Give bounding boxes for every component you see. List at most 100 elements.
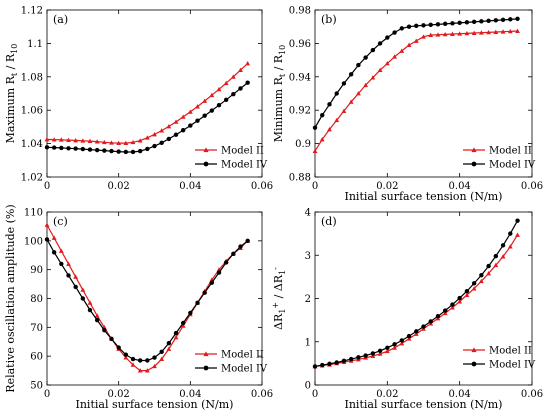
data-point [59, 145, 64, 151]
y-tick-label: 80 [30, 294, 43, 305]
data-point [152, 363, 157, 369]
series-model-iv [44, 237, 250, 363]
data-point [238, 67, 243, 73]
label-part: Relative oscillation amplitude (%) [4, 204, 17, 392]
data-point [94, 313, 100, 318]
label-part: 1 [278, 270, 287, 275]
data-point [406, 42, 412, 47]
data-point [464, 30, 470, 36]
data-point [493, 262, 499, 268]
data-point [231, 251, 236, 257]
data-point [137, 148, 143, 154]
data-point [159, 349, 164, 355]
data-point [414, 329, 419, 334]
x-axis-label: Initial surface tension (N/m) [345, 398, 503, 411]
data-point [87, 138, 93, 144]
data-point [363, 55, 368, 60]
x-tick-label: 0.06 [521, 389, 543, 400]
data-point [44, 137, 50, 142]
y-tick-label: 1.02 [21, 173, 43, 184]
y-tick-label: 4 [305, 208, 311, 219]
x-tick-label: 0.04 [449, 181, 471, 192]
data-point [44, 222, 50, 227]
data-point [123, 149, 129, 155]
data-point [209, 92, 215, 98]
panel-1: 0 0.02 0.04 0.06 1.02 1.04 1.06 1.08 1.1 1.12 (a) M… [4, 6, 273, 193]
label-part: t [10, 72, 19, 76]
data-point [508, 17, 513, 22]
data-point [109, 140, 114, 145]
data-point [442, 31, 448, 37]
data-point [515, 232, 520, 237]
data-point [73, 138, 79, 143]
data-point [493, 253, 499, 259]
data-point [130, 139, 136, 145]
data-point [94, 139, 100, 144]
y-tick-label: 110 [24, 208, 43, 219]
series-model-iv [44, 80, 250, 155]
data-point [406, 24, 412, 29]
data-point [66, 273, 71, 278]
x-tick-label: 0 [312, 389, 318, 400]
label-part: / R [272, 54, 285, 74]
data-point [144, 135, 150, 140]
panel-letter: (b) [321, 13, 337, 26]
data-point [145, 146, 150, 152]
data-point [188, 123, 193, 128]
y-tick-label: 0.92 [289, 106, 311, 117]
data-point [457, 299, 463, 304]
data-point [58, 137, 64, 142]
label-part: / R [4, 53, 17, 73]
series-model-ii [312, 232, 520, 369]
data-point [51, 250, 57, 255]
data-point [87, 147, 93, 152]
data-point [319, 137, 325, 142]
data-point [66, 261, 71, 266]
series-line [46, 62, 249, 144]
data-point [231, 91, 236, 97]
y-tick-label: 0.9 [295, 139, 311, 150]
data-point [159, 140, 164, 145]
data-point [187, 109, 193, 114]
data-point [370, 47, 376, 53]
data-point [500, 243, 506, 248]
data-point [348, 72, 354, 77]
data-point [406, 333, 412, 339]
legend-label: Model IV [489, 160, 536, 171]
label-part: Maximum R [4, 75, 17, 143]
y-tick-label: 0 [305, 381, 311, 392]
data-point [159, 128, 165, 133]
legend-marker [203, 365, 209, 371]
data-point [123, 352, 129, 357]
data-point [377, 67, 383, 73]
y-tick-label: 1.1 [27, 39, 43, 50]
data-point [73, 274, 79, 279]
data-point [341, 358, 347, 363]
y-tick-label: 60 [30, 352, 43, 363]
y-tick-label: 1.12 [21, 6, 43, 17]
data-point [238, 86, 243, 91]
data-point [109, 148, 114, 154]
data-point [471, 30, 477, 35]
data-point [123, 355, 129, 360]
legend: Model II Model IV [195, 350, 268, 375]
x-axis-label: Initial surface tension (N/m) [76, 398, 234, 411]
data-point [137, 358, 143, 363]
y-tick-label: 1.08 [21, 72, 43, 83]
data-point [58, 248, 64, 253]
data-point [414, 23, 419, 29]
data-point [216, 270, 222, 275]
data-point [173, 119, 179, 124]
panel-2: 0 0.02 0.04 0.06 0.88 0.9 0.92 0.94 0.96 0.98 (b) M… [272, 6, 543, 204]
data-point [51, 145, 57, 150]
series-line [46, 239, 249, 362]
data-point [216, 102, 222, 108]
data-point [464, 288, 470, 294]
data-point [202, 98, 208, 103]
data-point [195, 300, 200, 306]
x-tick-label: 0.04 [449, 389, 471, 400]
data-point [152, 143, 157, 149]
data-point [87, 300, 93, 305]
data-point [471, 281, 477, 286]
